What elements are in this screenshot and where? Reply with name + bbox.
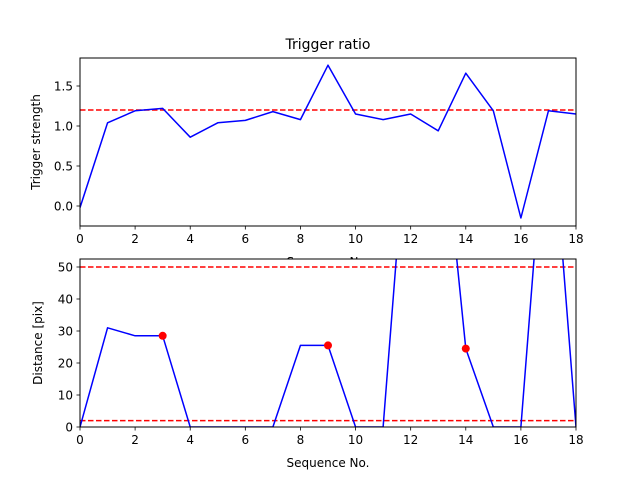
y-tick-label: 30: [58, 325, 73, 339]
y-axis-label: Trigger strength: [29, 94, 43, 191]
data-point-marker: [158, 331, 167, 340]
series-line: [80, 64, 576, 219]
data-point-marker: [461, 344, 470, 353]
y-tick-label: 0.5: [54, 160, 73, 174]
x-tick-label: 12: [403, 232, 418, 246]
y-tick-label: 20: [58, 357, 73, 371]
data-point-marker: [324, 341, 332, 350]
x-tick-label: 16: [513, 433, 528, 447]
x-tick-label: 4: [186, 232, 194, 246]
x-tick-label: 10: [348, 232, 363, 246]
plot-area: [80, 259, 576, 427]
x-tick-label: 2: [131, 433, 139, 447]
y-tick-label: 40: [58, 293, 73, 307]
y-tick-label: 1.0: [54, 120, 73, 134]
x-tick-label: 12: [403, 433, 418, 447]
y-tick-label: 0: [65, 421, 73, 435]
axis-ticks: 0 2 4 6 8 10 12 14 16 18 0 10 20 30 40 50: [58, 261, 584, 448]
y-axis-label: Distance [pix]: [31, 301, 45, 385]
y-tick-label: 50: [58, 261, 73, 275]
chart-title: Trigger ratio: [284, 37, 370, 53]
x-tick-label: 6: [242, 232, 250, 246]
x-tick-label: 0: [76, 433, 84, 447]
x-tick-label: 18: [568, 232, 583, 246]
y-tick-label: 1.5: [54, 80, 73, 94]
x-axis-label: Sequence No.: [287, 456, 370, 470]
x-tick-label: 0: [76, 232, 84, 246]
x-tick-label: 14: [458, 232, 473, 246]
x-tick-label: 2: [131, 232, 139, 246]
x-tick-label: 16: [513, 232, 528, 246]
x-tick-label: 8: [297, 433, 305, 447]
axes-frame: [79, 57, 577, 227]
axes-frame: [79, 258, 577, 428]
y-tick-label: 10: [58, 389, 73, 403]
axis-ticks: 0 2 4 6 8 10 12 14 16 18 0.0 0.5 1.0 1.5: [54, 80, 584, 247]
x-tick-label: 14: [458, 433, 473, 447]
x-tick-label: 18: [568, 433, 583, 447]
x-tick-label: 10: [348, 433, 363, 447]
x-tick-label: 4: [186, 433, 194, 447]
plot-area: [80, 64, 576, 219]
y-tick-label: 0.0: [54, 200, 73, 214]
x-tick-label: 8: [297, 232, 305, 246]
x-tick-label: 6: [242, 433, 250, 447]
